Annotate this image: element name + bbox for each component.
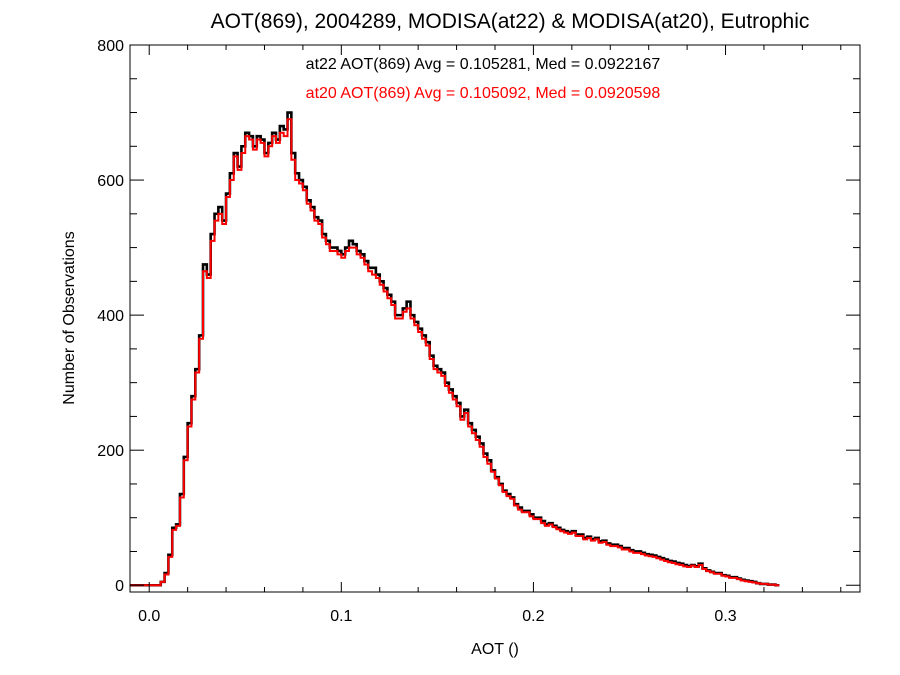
x-tick-label: 0.2 [522,608,544,625]
x-tick-label: 0.3 [714,608,736,625]
y-tick-label: 0 [115,578,124,595]
plot-frame [129,44,861,593]
y-axis-label: Number of Observations [61,231,78,404]
axes: 0.0 0.1 0.2 0.3 0 200 400 600 800 [97,38,860,625]
series-at22-annotation: at22 AOT(869) Avg = 0.105281, Med = 0.09… [306,56,661,73]
y-tick-label: 600 [97,173,124,190]
x-tick-label: 0.0 [138,608,160,625]
y-tick-label: 800 [97,38,124,55]
chart-title: AOT(869), 2004289, MODISA(at22) & MODISA… [211,10,810,33]
series-at20-annotation: at20 AOT(869) Avg = 0.105092, Med = 0.09… [306,85,661,102]
plot-area [130,111,780,587]
y-tick-label: 400 [97,308,124,325]
x-axis-label: AOT () [471,641,519,658]
x-tick-label: 0.1 [330,608,352,625]
series-line-at20 [130,118,780,587]
series-line-at22 [130,111,780,587]
y-tick-label: 200 [97,443,124,460]
